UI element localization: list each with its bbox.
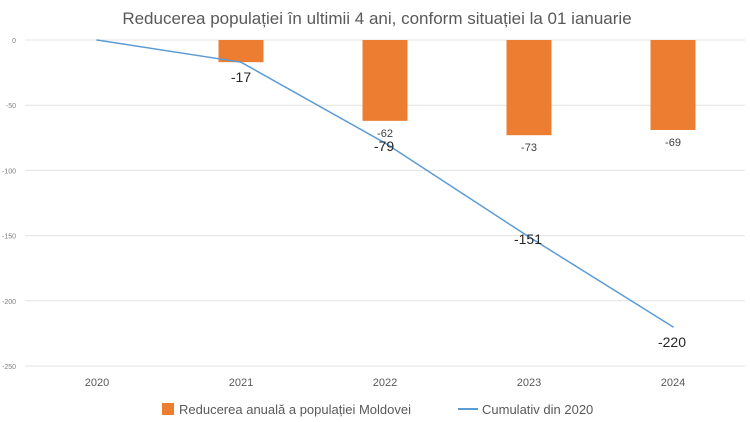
y-axis: 0 -50 -100 -150 -200 -250 (2, 38, 16, 371)
bar (218, 40, 264, 63)
bar (650, 40, 696, 130)
y-tick-label: -150 (2, 234, 16, 241)
line-data-label: -151 (514, 231, 542, 247)
line-point (528, 236, 530, 238)
y-tick-label: -250 (2, 364, 16, 371)
bar (362, 40, 408, 121)
bar-data-label: -62 (377, 128, 393, 140)
line-point (96, 39, 98, 41)
x-tick-label: 2024 (661, 377, 685, 389)
bar-data-label: -69 (665, 137, 681, 149)
line-point (384, 142, 386, 144)
x-tick-label: 2023 (517, 377, 541, 389)
y-tick-label: 0 (12, 38, 16, 45)
x-axis: 2020 2021 2022 2023 2024 (85, 377, 685, 389)
line-point (240, 61, 242, 63)
y-tick-label: -50 (6, 103, 16, 110)
legend: Reducerea anuală a populației Moldovei Cu… (162, 402, 593, 417)
y-tick-label: -100 (2, 168, 16, 175)
gridlines (25, 39, 745, 367)
line-series (96, 39, 674, 328)
line-point (672, 326, 674, 328)
legend-label: Reducerea anuală a populației Moldovei (179, 402, 411, 417)
bar-data-label: -17 (231, 69, 251, 85)
y-tick-label: -200 (2, 299, 16, 306)
bar (506, 40, 552, 136)
x-tick-label: 2020 (85, 377, 109, 389)
bar-series (218, 40, 696, 136)
line-data-label: -79 (374, 138, 394, 154)
x-tick-label: 2021 (229, 377, 253, 389)
line-data-label: -220 (658, 334, 686, 350)
legend-label: Cumulativ din 2020 (482, 402, 593, 417)
chart-title: Reducerea populației în ultimii 4 ani, c… (122, 9, 631, 28)
legend-swatch-bar (162, 403, 174, 415)
bar-data-label: -73 (521, 142, 537, 154)
x-tick-label: 2022 (373, 377, 397, 389)
data-labels: -17 -62 -73 -69 -79 -151 -220 (231, 69, 686, 350)
